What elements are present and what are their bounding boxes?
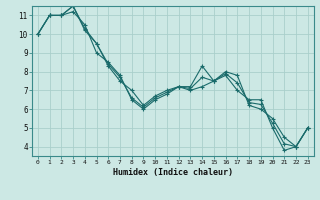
X-axis label: Humidex (Indice chaleur): Humidex (Indice chaleur)	[113, 168, 233, 177]
